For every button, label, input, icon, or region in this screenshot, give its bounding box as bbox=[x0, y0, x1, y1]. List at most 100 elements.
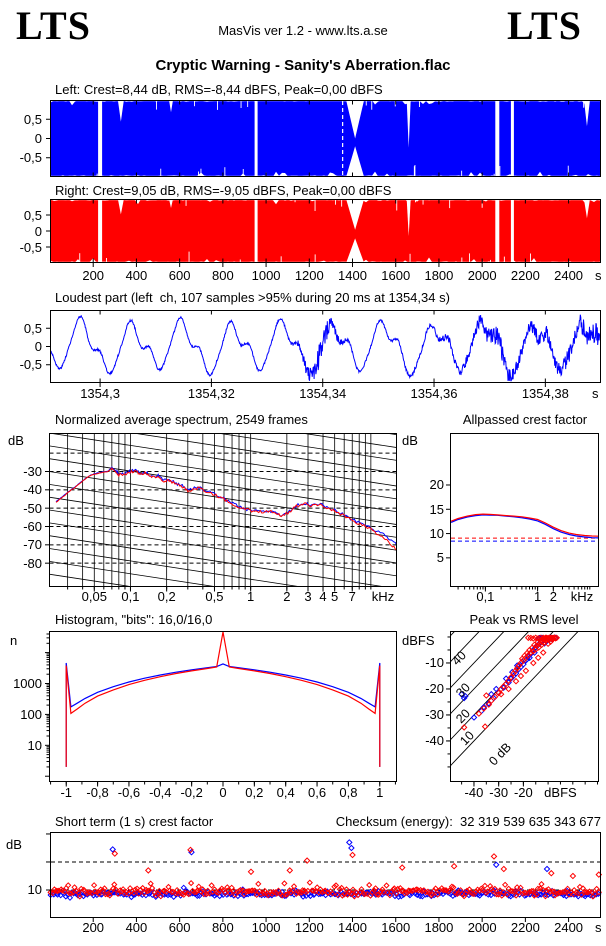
freq-tick-label: 5 bbox=[331, 589, 339, 604]
time-tick-label: 600 bbox=[168, 920, 191, 935]
sample-value-tick-label: 0,8 bbox=[339, 785, 358, 800]
allpassed-crest-plot bbox=[446, 433, 599, 592]
y-tick-label: 0,5 bbox=[23, 207, 42, 223]
time-tick-label: 600 bbox=[168, 268, 191, 283]
peak-tick-label: -40 bbox=[425, 733, 444, 749]
freq-axis-unit: kHz bbox=[570, 589, 594, 604]
db-tick-label: 20 bbox=[429, 477, 444, 493]
time-axis-unit: s bbox=[595, 920, 602, 935]
peak-rms-y-unit: dBFS bbox=[402, 633, 435, 648]
sample-value-tick-label: 0,2 bbox=[245, 785, 264, 800]
logo-left: LTS bbox=[16, 3, 91, 48]
time-tick-label: 1000 bbox=[251, 268, 281, 283]
logo-right: LTS bbox=[507, 3, 582, 48]
y-tick-label: 0,5 bbox=[23, 111, 42, 127]
spectrum-title: Normalized average spectrum, 2549 frames bbox=[55, 412, 308, 427]
time-tick-label: 1600 bbox=[381, 268, 411, 283]
freq-tick-label: 1 bbox=[247, 589, 255, 604]
checksum-label: Checksum (energy): 32 319 539 635 343 67… bbox=[335, 814, 601, 829]
db-tick-label: 10 bbox=[429, 526, 444, 542]
time-tick-label: 1354,38 bbox=[521, 386, 569, 401]
time-tick-label: 800 bbox=[212, 920, 234, 935]
allpassed-y-unit: dB bbox=[402, 433, 418, 448]
count-tick-label: 10 bbox=[27, 737, 42, 753]
short-term-crest-plot bbox=[46, 832, 603, 922]
loudest-part-title: Loudest part (left ch, 107 samples >95% … bbox=[55, 290, 450, 305]
time-tick-label: 400 bbox=[125, 268, 148, 283]
time-tick-label: 1800 bbox=[424, 268, 454, 283]
peak-tick-label: -20 bbox=[425, 681, 444, 697]
db-tick-label: 5 bbox=[436, 550, 444, 566]
y-tick-label: -0,5 bbox=[19, 357, 42, 373]
time-tick-label: 1354,34 bbox=[299, 386, 347, 401]
allpassed-title: Allpassed crest factor bbox=[462, 412, 588, 427]
rms-axis-unit: dBFS bbox=[544, 785, 577, 800]
rms-tick-label: -40 bbox=[464, 785, 484, 800]
crest-isoline-label: 40 bbox=[449, 648, 469, 668]
rms-tick-label: -30 bbox=[489, 785, 509, 800]
time-tick-label: 2200 bbox=[510, 920, 540, 935]
sample-value-tick-label: -1 bbox=[60, 785, 73, 800]
time-tick-label: 1354,3 bbox=[80, 386, 120, 401]
freq-tick-label: 0,2 bbox=[157, 589, 176, 604]
count-tick-label: 100 bbox=[20, 706, 42, 722]
db-tick-label: -30 bbox=[23, 464, 42, 479]
freq-tick-label: 0,05 bbox=[81, 589, 107, 604]
sample-value-tick-label: -0,8 bbox=[86, 785, 109, 800]
db-tick-label: -60 bbox=[23, 519, 42, 534]
app-version-info: MasVis ver 1.2 - www.lts.a.se bbox=[218, 23, 388, 38]
histogram-plot bbox=[45, 631, 397, 787]
right-channel-stats-label: Right: Crest=9,05 dB, RMS=-9,05 dBFS, Pe… bbox=[55, 183, 392, 198]
loudest-part-plot bbox=[46, 310, 601, 387]
time-tick-label: 2400 bbox=[554, 920, 584, 935]
rms-tick-label: -20 bbox=[513, 785, 533, 800]
sample-value-tick-label: 0 bbox=[219, 785, 227, 800]
time-tick-label: 1354,36 bbox=[410, 386, 458, 401]
freq-tick-label: 2 bbox=[549, 589, 557, 604]
y-tick-label: -0,5 bbox=[19, 150, 42, 166]
crest-isoline-label: 30 bbox=[453, 680, 473, 700]
sample-value-tick-label: -0,4 bbox=[149, 785, 172, 800]
db-tick-label: 10 bbox=[27, 882, 42, 898]
time-tick-label: 1200 bbox=[294, 268, 324, 283]
time-tick-label: 200 bbox=[82, 920, 105, 935]
freq-tick-label: 0,1 bbox=[476, 589, 495, 604]
histogram-title: Histogram, "bits": 16,0/16,0 bbox=[55, 612, 213, 627]
db-tick-label: -40 bbox=[23, 482, 42, 498]
time-tick-label: 400 bbox=[125, 920, 148, 935]
db-tick-label: -50 bbox=[23, 500, 42, 516]
time-tick-label: 1000 bbox=[251, 920, 281, 935]
left-channel-stats-label: Left: Crest=8,44 dB, RMS=-8,44 dBFS, Pea… bbox=[55, 82, 383, 97]
count-tick-label: 1000 bbox=[13, 676, 42, 691]
y-tick-label: 0 bbox=[34, 131, 42, 146]
peak-tick-label: -30 bbox=[425, 707, 444, 723]
time-tick-label: 1354,32 bbox=[187, 386, 235, 401]
freq-tick-label: 4 bbox=[319, 589, 327, 604]
short-term-y-unit: dB bbox=[6, 837, 22, 852]
time-tick-label: 2000 bbox=[467, 268, 497, 283]
db-tick-label: -70 bbox=[23, 537, 42, 553]
spectrum-y-unit: dB bbox=[8, 433, 24, 448]
sample-value-tick-label: -0,6 bbox=[117, 785, 141, 800]
histogram-y-unit: n bbox=[10, 633, 18, 648]
y-tick-label: -0,5 bbox=[19, 239, 42, 255]
time-tick-label: 1200 bbox=[294, 920, 324, 935]
page-title: Cryptic Warning - Sanity's Aberration.fl… bbox=[155, 57, 451, 74]
db-tick-label: -80 bbox=[23, 555, 42, 571]
time-tick-label: 2400 bbox=[554, 268, 584, 283]
right-waveform-plot bbox=[46, 199, 601, 267]
crest-isoline-label: 10 bbox=[457, 728, 477, 748]
peak-rms-title: Peak vs RMS level bbox=[469, 612, 579, 627]
freq-tick-label: 2 bbox=[283, 589, 291, 604]
left-waveform-plot bbox=[46, 100, 601, 177]
sample-value-tick-label: 1 bbox=[376, 785, 384, 800]
freq-tick-label: 7 bbox=[348, 589, 356, 604]
time-axis-unit: s bbox=[592, 386, 599, 401]
time-tick-label: 2000 bbox=[467, 920, 497, 935]
y-tick-label: 0 bbox=[34, 223, 42, 239]
time-axis-unit: s bbox=[595, 268, 602, 283]
time-tick-label: 1600 bbox=[381, 920, 411, 935]
freq-tick-label: 1 bbox=[533, 589, 542, 604]
